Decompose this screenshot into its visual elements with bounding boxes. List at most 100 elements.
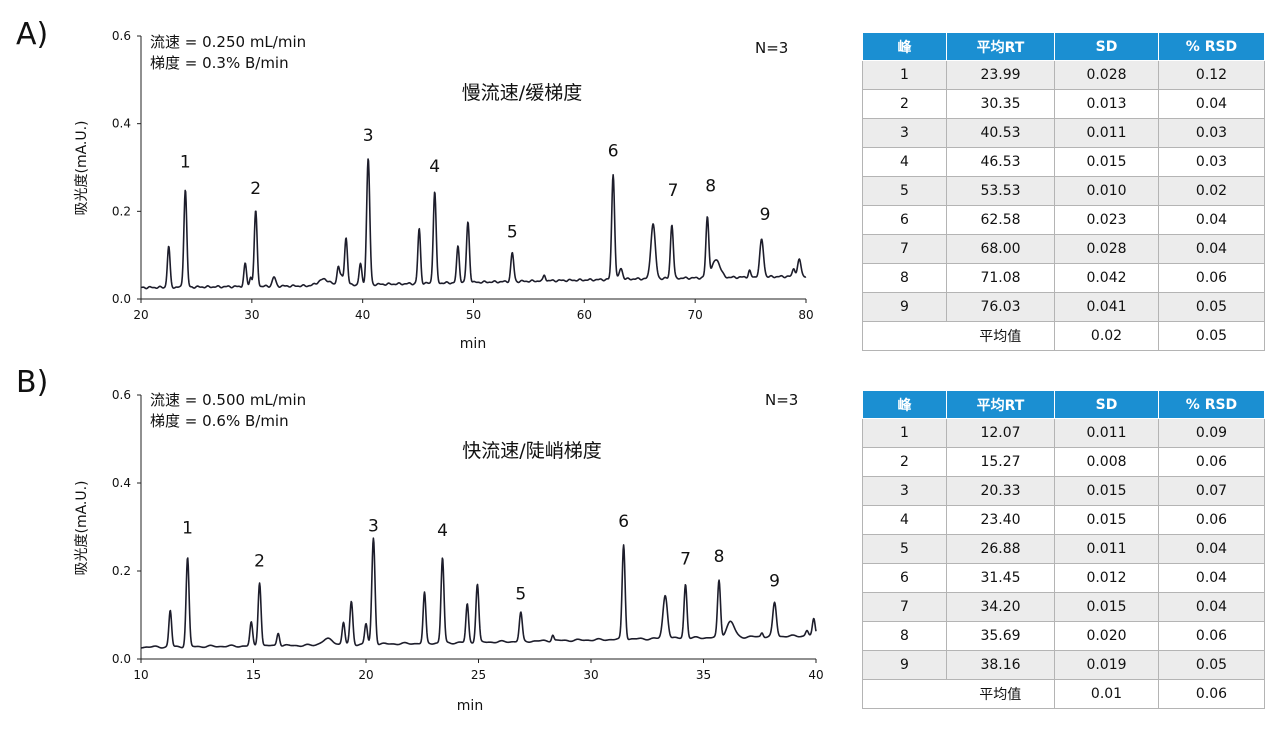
average-sd: 0.01: [1054, 679, 1159, 709]
cell-peak: 5: [862, 176, 947, 206]
average-blank-cell: [862, 679, 947, 709]
cell-peak: 4: [862, 505, 947, 535]
x-axis-label: min: [457, 698, 483, 714]
cell-sd: 0.011: [1054, 534, 1159, 564]
cell-rsd: 0.05: [1158, 650, 1265, 680]
table-row: 8 35.69 0.020 0.06: [862, 621, 1265, 651]
average-label: 平均值: [946, 679, 1055, 709]
x-tick-label: 50: [466, 308, 481, 322]
x-tick-label: 30: [583, 668, 598, 682]
cell-rsd: 0.04: [1158, 563, 1265, 593]
cell-sd: 0.028: [1054, 60, 1159, 90]
peak-label: 4: [429, 157, 440, 177]
peak-label: 3: [363, 126, 374, 146]
peak-label: 7: [668, 181, 679, 201]
table-row: 1 12.07 0.011 0.09: [862, 418, 1265, 448]
cell-sd: 0.028: [1054, 234, 1159, 264]
flow-rate-text: 流速 = 0.500 mL/min: [150, 391, 306, 409]
y-tick-label: 0.2: [112, 204, 131, 218]
cell-peak: 2: [862, 89, 947, 119]
x-tick-label: 70: [688, 308, 703, 322]
chart-title: 慢流速/缓梯度: [462, 82, 582, 104]
x-tick-label: 20: [133, 308, 148, 322]
axis-lines: [140, 36, 806, 300]
peak-label: 9: [760, 205, 771, 225]
x-tick-label: 10: [133, 668, 148, 682]
average-blank-cell: [862, 321, 947, 351]
x-axis-label: min: [460, 336, 486, 352]
header-rsd: % RSD: [1158, 390, 1265, 419]
cell-rsd: 0.04: [1158, 592, 1265, 622]
peak-label: 5: [515, 585, 526, 605]
cell-peak: 5: [862, 534, 947, 564]
gradient-text: 梯度 = 0.6% B/min: [150, 412, 289, 430]
cell-sd: 0.015: [1054, 592, 1159, 622]
y-axis-label: 吸光度(mA.U.): [74, 480, 90, 575]
cell-peak: 9: [862, 650, 947, 680]
cell-rsd: 0.04: [1158, 205, 1265, 235]
peak-label: 2: [254, 552, 265, 572]
table-row: 8 71.08 0.042 0.06: [862, 263, 1265, 293]
stats-table-a: 峰 平均RT SD % RSD 1 23.99 0.028 0.12 2 30.35 0.0…: [862, 32, 1265, 351]
cell-sd: 0.015: [1054, 147, 1159, 177]
cell-mean-rt: 20.33: [946, 476, 1055, 506]
peak-label: 5: [507, 223, 518, 243]
cell-mean-rt: 23.99: [946, 60, 1055, 90]
cell-mean-rt: 53.53: [946, 176, 1055, 206]
chromatogram-b: 流速 = 0.500 mL/min 梯度 = 0.6% B/min N=3 快流…: [74, 388, 824, 714]
n-label: N=3: [755, 39, 788, 57]
cell-mean-rt: 71.08: [946, 263, 1055, 293]
x-tick-label: 25: [471, 668, 486, 682]
cell-mean-rt: 76.03: [946, 292, 1055, 322]
peak-label: 1: [180, 153, 191, 173]
cell-rsd: 0.04: [1158, 534, 1265, 564]
chart-title: 快流速/陡峭梯度: [462, 440, 601, 462]
peak-label: 4: [437, 521, 448, 541]
x-tick-label: 40: [355, 308, 370, 322]
cell-peak: 7: [862, 592, 947, 622]
cell-rsd: 0.04: [1158, 234, 1265, 264]
n-label: N=3: [765, 391, 798, 409]
peak-label: 8: [714, 547, 725, 567]
peak-label: 8: [705, 177, 716, 197]
cell-peak: 3: [862, 118, 947, 148]
cell-peak: 1: [862, 418, 947, 448]
y-tick-label: 0.6: [112, 388, 131, 402]
cell-rsd: 0.06: [1158, 263, 1265, 293]
average-row: 平均值 0.01 0.06: [862, 679, 1265, 709]
chromatogram-trace: [140, 158, 807, 290]
cell-mean-rt: 40.53: [946, 118, 1055, 148]
header-sd: SD: [1054, 32, 1159, 61]
y-tick-label: 0.4: [112, 117, 131, 131]
peak-label: 2: [250, 179, 261, 199]
chromatogram-trace: [140, 537, 817, 649]
cell-rsd: 0.06: [1158, 621, 1265, 651]
cell-peak: 6: [862, 563, 947, 593]
peak-label: 7: [680, 549, 691, 569]
y-tick-label: 0.6: [112, 29, 131, 43]
peak-label: 9: [769, 571, 780, 591]
table-row: 9 76.03 0.041 0.05: [862, 292, 1265, 322]
table-row: 2 15.27 0.008 0.06: [862, 447, 1265, 477]
x-tick-label: 60: [577, 308, 592, 322]
cell-sd: 0.015: [1054, 505, 1159, 535]
x-tick-label: 20: [358, 668, 373, 682]
x-tick-label: 40: [808, 668, 823, 682]
cell-sd: 0.013: [1054, 89, 1159, 119]
cell-sd: 0.011: [1054, 118, 1159, 148]
cell-rsd: 0.03: [1158, 147, 1265, 177]
cell-rsd: 0.06: [1158, 505, 1265, 535]
average-label: 平均值: [946, 321, 1055, 351]
cell-peak: 3: [862, 476, 947, 506]
cell-rsd: 0.04: [1158, 89, 1265, 119]
table-row: 6 31.45 0.012 0.04: [862, 563, 1265, 593]
cell-mean-rt: 68.00: [946, 234, 1055, 264]
header-mean-rt: 平均RT: [946, 390, 1055, 419]
table-row: 1 23.99 0.028 0.12: [862, 60, 1265, 90]
panel-a-letter: A): [16, 17, 49, 52]
cell-sd: 0.011: [1054, 418, 1159, 448]
axis-lines: [140, 395, 816, 660]
cell-rsd: 0.03: [1158, 118, 1265, 148]
peak-label: 6: [608, 142, 619, 162]
cell-rsd: 0.07: [1158, 476, 1265, 506]
